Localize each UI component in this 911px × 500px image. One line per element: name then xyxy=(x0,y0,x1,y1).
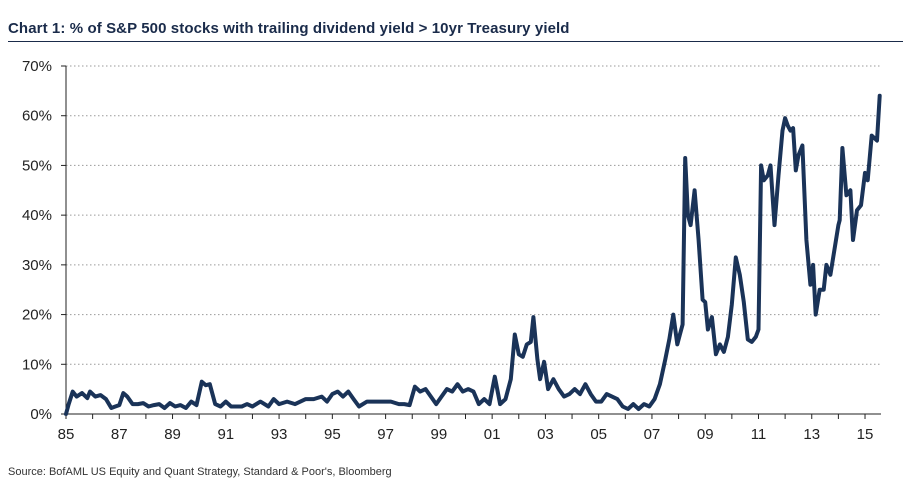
x-tick-label: 07 xyxy=(644,426,661,443)
line-chart: 0% 10% 20% 30% 40% 50% 60% 70% 85 87 89 91 93 95 97 99… xyxy=(22,58,882,443)
x-tick-label: 85 xyxy=(58,426,75,443)
title-divider xyxy=(8,41,903,42)
x-tick-label: 87 xyxy=(111,426,128,443)
y-tick-label: 50% xyxy=(22,157,52,174)
y-axis-ticks: 0% 10% 20% 30% 40% 50% 60% 70% xyxy=(22,58,66,423)
x-tick-label: 91 xyxy=(217,426,234,443)
x-tick-label: 05 xyxy=(590,426,607,443)
x-tick-label: 99 xyxy=(431,426,448,443)
y-tick-label: 30% xyxy=(22,257,52,274)
x-axis-ticks: 85 87 89 91 93 95 97 99 01 03 05 07 09 11 13 15 xyxy=(58,414,874,443)
series xyxy=(64,93,882,416)
x-tick-label: 03 xyxy=(537,426,554,443)
y-tick-label: 10% xyxy=(22,356,52,373)
x-tick-label: 93 xyxy=(271,426,288,443)
x-tick-label: 13 xyxy=(803,426,820,443)
y-tick-label: 70% xyxy=(22,58,52,75)
x-tick-label: 11 xyxy=(751,426,767,443)
x-tick-label: 01 xyxy=(484,426,501,443)
y-tick-label: 20% xyxy=(22,307,52,324)
y-tick-label: 0% xyxy=(30,406,52,423)
x-tick-label: 09 xyxy=(697,426,714,443)
x-tick-label: 89 xyxy=(164,426,181,443)
series-line xyxy=(64,93,882,416)
y-tick-label: 40% xyxy=(22,207,52,224)
chart-title: Chart 1: % of S&P 500 stocks with traili… xyxy=(8,20,570,37)
y-tick-label: 60% xyxy=(22,108,52,125)
axes xyxy=(65,66,881,415)
source-note: Source: BofAML US Equity and Quant Strat… xyxy=(8,466,392,478)
x-tick-label: 15 xyxy=(857,426,874,443)
x-tick-label: 95 xyxy=(324,426,341,443)
x-tick-label: 97 xyxy=(377,426,394,443)
